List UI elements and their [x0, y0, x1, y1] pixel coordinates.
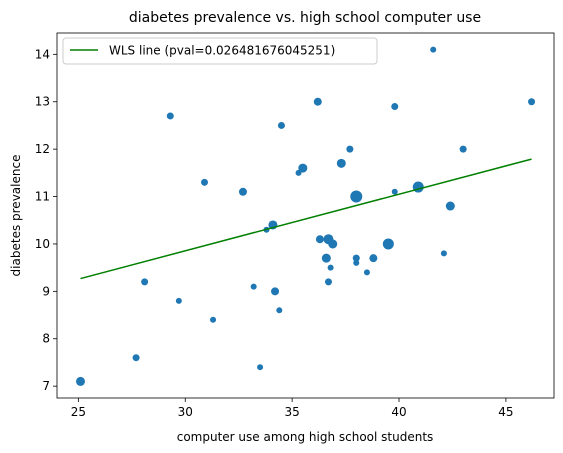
data-point	[277, 121, 285, 129]
data-point	[353, 259, 360, 266]
x-axis-ticks: 25 30 35 40 45	[71, 398, 514, 419]
data-point	[528, 98, 536, 106]
legend: WLS line (pval=0.026481676045251)	[62, 37, 378, 65]
data-point	[321, 253, 331, 263]
data-point	[315, 235, 324, 244]
data-point	[257, 364, 264, 371]
data-point	[363, 269, 370, 276]
data-point	[132, 354, 140, 362]
chart-title: diabetes prevalence vs. high school comp…	[129, 10, 481, 26]
data-point	[298, 163, 308, 173]
y-axis-label: diabetes prevalence	[9, 155, 23, 277]
y-tick-label: 7	[42, 379, 50, 393]
data-points	[76, 46, 536, 386]
y-tick-label: 14	[35, 47, 50, 61]
data-point	[412, 181, 424, 193]
plot-frame	[56, 32, 555, 399]
x-tick-label: 35	[284, 405, 299, 419]
wls-line-layer	[80, 158, 532, 280]
y-tick-label: 11	[35, 190, 50, 204]
data-point	[238, 187, 247, 196]
x-tick-label: 40	[391, 405, 406, 419]
data-point	[445, 201, 455, 211]
x-tick-label: 30	[178, 405, 193, 419]
data-point	[391, 102, 399, 110]
data-point	[440, 250, 447, 257]
y-tick-label: 13	[35, 95, 50, 109]
y-tick-label: 12	[35, 142, 50, 156]
data-point	[382, 238, 394, 250]
data-point	[369, 254, 378, 263]
legend-box	[62, 37, 378, 65]
data-point	[327, 264, 334, 271]
y-tick-label: 9	[42, 284, 50, 298]
data-point	[336, 158, 346, 168]
data-point	[276, 307, 283, 314]
data-point	[313, 97, 322, 106]
data-point	[141, 278, 149, 286]
data-point	[175, 297, 182, 304]
data-point	[210, 316, 217, 323]
legend-label: WLS line (pval=0.026481676045251)	[109, 44, 335, 58]
data-point	[459, 145, 467, 153]
data-point	[346, 145, 354, 153]
data-point	[166, 112, 174, 120]
y-tick-label: 8	[42, 332, 50, 346]
data-point	[350, 190, 363, 203]
data-point	[324, 278, 332, 286]
data-point	[391, 188, 398, 195]
x-tick-label: 25	[71, 405, 86, 419]
y-axis-ticks: 7 8 9 10 11 12 13 14	[35, 47, 57, 393]
data-point	[76, 376, 86, 386]
wls-line	[80, 158, 532, 280]
data-point	[271, 287, 280, 296]
data-point	[201, 178, 208, 186]
x-axis-label: computer use among high school students	[177, 430, 434, 444]
data-point	[430, 46, 437, 53]
y-tick-label: 10	[35, 237, 50, 251]
data-point	[250, 283, 257, 290]
data-point	[352, 254, 360, 262]
x-tick-label: 45	[498, 405, 513, 419]
data-point	[328, 239, 338, 249]
